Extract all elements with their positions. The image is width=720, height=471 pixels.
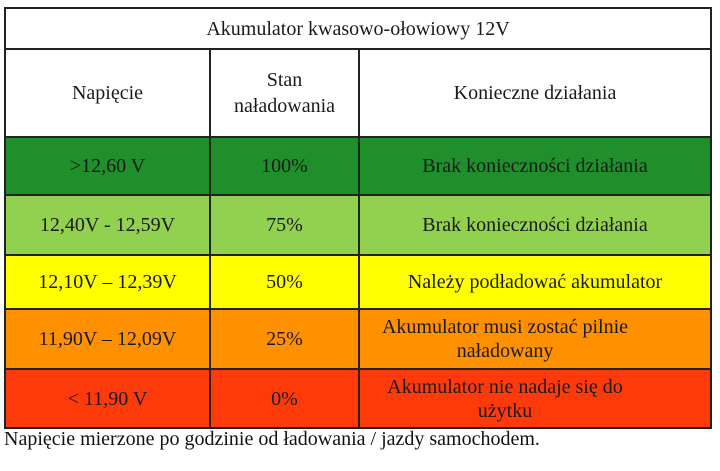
voltage-cell: >12,60 V [4, 136, 211, 196]
action-cell: Brak konieczności działania [357, 136, 713, 196]
table-row: 11,90V – 12,09V 25% Akumulator musi zost… [4, 308, 713, 370]
voltage-cell: < 11,90 V [4, 368, 211, 429]
table-title: Akumulator kwasowo-ołowiowy 12V [3, 7, 713, 50]
voltage-cell: 12,40V - 12,59V [4, 194, 211, 256]
table-row: < 11,90 V 0% Akumulator nie nadaje się d… [4, 368, 713, 429]
footnote: Napięcie mierzone po godzinie od ładowan… [4, 428, 540, 450]
battery-state-table: Akumulator kwasowo-ołowiowy 12V Napięcie… [3, 7, 713, 429]
header-charge-state: Stan naładowania [209, 48, 360, 138]
table-row: 12,10V – 12,39V 50% Należy podładować ak… [4, 254, 713, 310]
charge-cell: 50% [209, 254, 360, 310]
charge-cell: 75% [209, 194, 360, 256]
action-cell: Brak konieczności działania [357, 194, 713, 256]
action-cell: Akumulator nie nadaje się do użytku [357, 368, 713, 429]
action-cell: Akumulator musi zostać pilnie naładowany [357, 308, 713, 370]
table-row: 12,40V - 12,59V 75% Brak konieczności dz… [4, 194, 713, 256]
voltage-cell: 12,10V – 12,39V [4, 254, 211, 310]
action-cell: Należy podładować akumulator [357, 254, 713, 310]
header-actions: Konieczne działania [357, 48, 713, 138]
table-row: >12,60 V 100% Brak konieczności działani… [4, 136, 713, 196]
charge-cell: 25% [209, 308, 360, 370]
charge-cell: 0% [209, 368, 360, 429]
voltage-cell: 11,90V – 12,09V [4, 308, 211, 370]
charge-cell: 100% [209, 136, 360, 196]
header-voltage: Napięcie [4, 48, 211, 138]
